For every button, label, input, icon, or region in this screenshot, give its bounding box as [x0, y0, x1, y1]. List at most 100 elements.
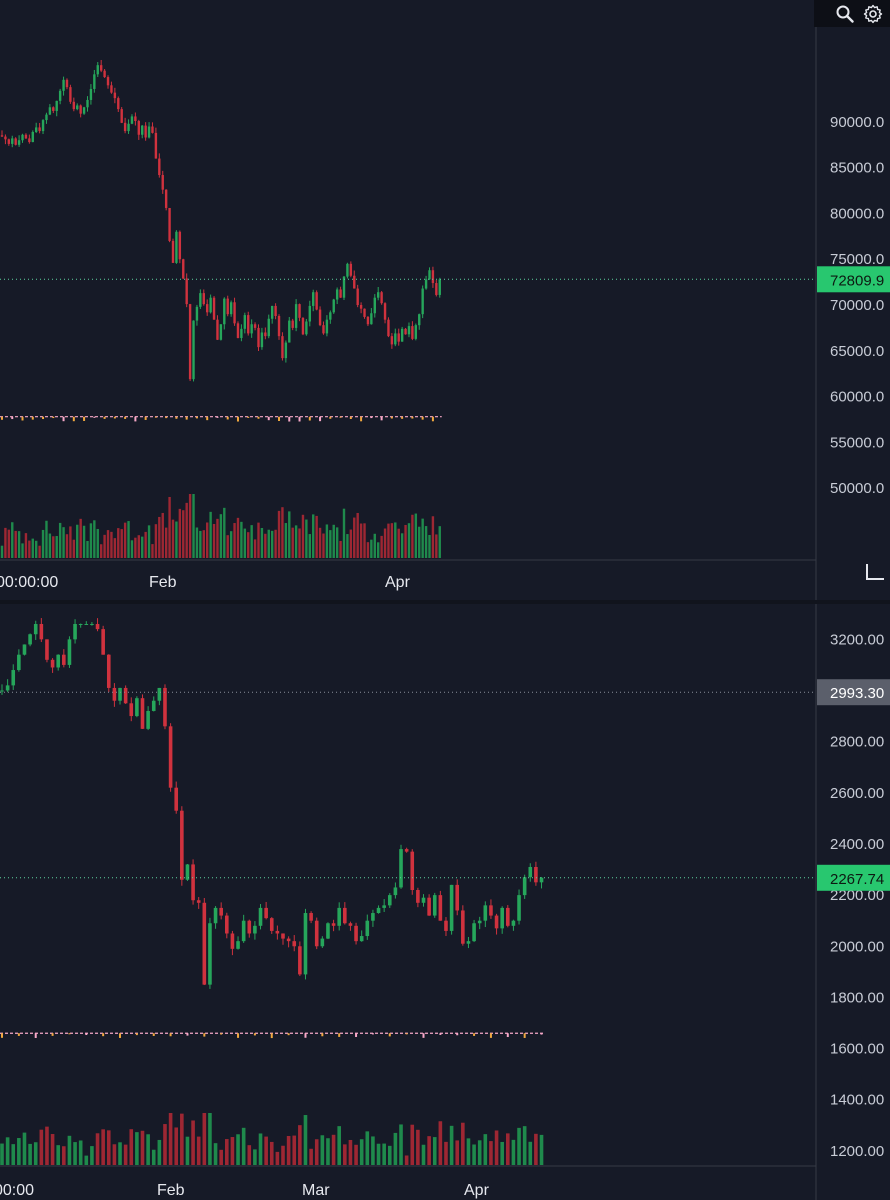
indicator-bar — [21, 416, 24, 421]
volume-bar — [281, 507, 284, 558]
volume-bar — [72, 539, 76, 558]
candle-body — [180, 810, 184, 880]
candle-body — [188, 304, 192, 380]
volume-bar — [48, 533, 52, 558]
candle-body — [326, 923, 330, 939]
volume-bar — [174, 1127, 179, 1165]
volume-bar — [339, 540, 342, 558]
eth-chart-panel[interactable]: 3200.003000.002800.002600.002400.002200.… — [0, 604, 890, 1200]
candle-body — [363, 308, 366, 317]
indicator-bar — [103, 416, 106, 419]
indicator-bar — [308, 416, 311, 421]
candle-body — [137, 121, 140, 135]
x-tick-label: Feb — [157, 1182, 185, 1199]
last-price-label: 2267.74 — [830, 871, 884, 888]
volume-bar — [472, 1144, 476, 1165]
last-price-tag — [817, 864, 890, 891]
gear-icon[interactable] — [862, 3, 884, 25]
candle-body — [134, 116, 137, 122]
volume-bar — [449, 1125, 454, 1165]
indicator-bar — [247, 416, 250, 418]
candle-body — [195, 306, 199, 321]
volume-bar — [455, 1140, 460, 1165]
volume-bar — [219, 514, 223, 558]
volume-bar — [305, 519, 308, 558]
candle-body — [117, 98, 120, 110]
candle-body — [335, 289, 339, 300]
candle-body — [0, 135, 4, 137]
candle-body — [11, 138, 14, 144]
indicator-bar — [237, 1033, 240, 1038]
candle-body — [158, 158, 161, 176]
candle-body — [416, 890, 420, 903]
volume-bar — [301, 514, 305, 558]
volume-bar — [428, 534, 431, 558]
candle-body — [202, 902, 207, 985]
candle-body — [219, 324, 223, 340]
volume-bar — [267, 529, 270, 558]
candle-body — [45, 639, 49, 660]
candle-body — [286, 938, 291, 942]
btc-chart-panel[interactable]: 90000.0 85000.0 80000.0 75000.0 70000.0 65000… — [0, 0, 890, 600]
indicator-bar — [298, 416, 301, 422]
panel-divider[interactable] — [0, 600, 890, 604]
candle-body — [69, 87, 72, 102]
candle-body — [230, 933, 235, 949]
candle-body — [65, 79, 69, 88]
candle-body — [356, 288, 359, 306]
indicator-bar — [431, 416, 434, 422]
btc-candlestick-chart[interactable]: 90000.0 85000.0 80000.0 75000.0 70000.0 65000… — [0, 0, 890, 600]
candle-body — [163, 687, 167, 727]
candle-body — [353, 275, 356, 289]
candle-body — [365, 920, 370, 937]
volume-bar — [158, 516, 161, 558]
indicator-bar — [355, 1033, 358, 1037]
volume-bar — [377, 542, 380, 558]
candle-body — [427, 897, 431, 916]
candle-body — [236, 941, 240, 949]
volume-bar — [387, 523, 390, 558]
candle-body — [38, 127, 41, 132]
indicator-bar — [169, 1033, 172, 1037]
volume-bar — [129, 1129, 134, 1165]
indicator-bar — [165, 416, 168, 419]
volume-bar — [95, 1133, 100, 1165]
volume-bar — [511, 1139, 516, 1165]
candle-body — [11, 670, 16, 686]
indicator-bar — [401, 416, 404, 419]
candle-body — [7, 139, 11, 144]
candle-body — [72, 101, 76, 110]
eth-candlestick-chart[interactable]: 3200.003000.002800.002600.002400.002200.… — [0, 604, 890, 1200]
volume-bar — [103, 534, 106, 558]
candle-body — [438, 279, 441, 295]
volume-bar — [322, 533, 325, 558]
volume-bar — [17, 1138, 21, 1165]
chart-resize-corner[interactable] — [866, 564, 884, 580]
volume-bar — [192, 494, 195, 558]
volume-bar — [257, 522, 260, 558]
volume-bar — [404, 524, 407, 558]
candle-body — [331, 923, 336, 926]
candle-body — [168, 207, 171, 241]
y-tick-label: 85000.0 — [830, 160, 884, 177]
indicator-bar — [34, 1033, 37, 1038]
volume-bar — [175, 521, 178, 558]
volume-bar — [312, 514, 315, 558]
candle-body — [103, 70, 106, 78]
candle-body — [383, 303, 387, 320]
candle-body — [96, 65, 99, 75]
indicator-bar — [339, 416, 342, 418]
volume-bar — [291, 527, 294, 558]
candle-body — [182, 259, 185, 279]
search-icon[interactable] — [834, 3, 856, 25]
reference-price-tag — [817, 679, 890, 706]
candle-body — [21, 134, 24, 141]
candle-body — [472, 923, 476, 942]
indicator-bar — [220, 1033, 223, 1035]
volume-bar — [195, 527, 199, 558]
volume-bar — [354, 1144, 358, 1165]
volume-bar — [356, 512, 359, 558]
volume-bar — [230, 1137, 235, 1165]
indicator-bar — [456, 1033, 459, 1036]
candle-body — [258, 907, 263, 926]
